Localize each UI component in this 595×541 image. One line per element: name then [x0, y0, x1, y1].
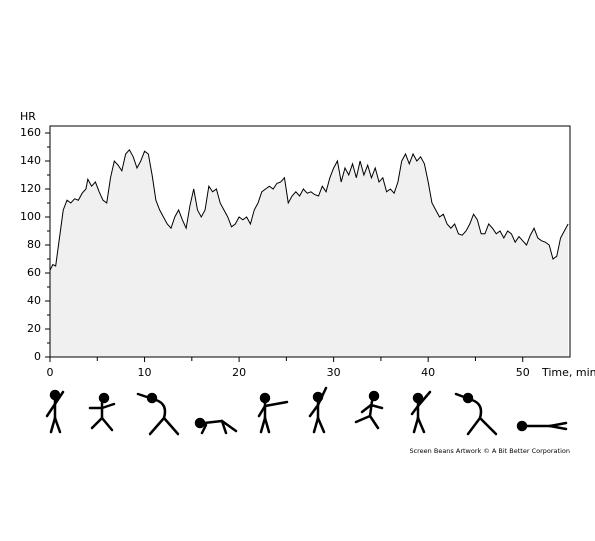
- y-tick-label: 60: [27, 266, 41, 279]
- y-tick-label: 20: [27, 322, 41, 335]
- x-axis-label: Time, min: [541, 366, 595, 379]
- y-tick-label: 40: [27, 294, 41, 307]
- hr-line: [49, 148, 569, 271]
- x-tick-label: 30: [327, 366, 341, 379]
- figure: [454, 392, 498, 436]
- figure: [308, 386, 328, 434]
- figure: [516, 420, 568, 432]
- figure: [257, 392, 289, 434]
- y-tick-label: 140: [20, 154, 41, 167]
- y-axis-label: HR: [20, 110, 36, 123]
- y-tick-label: 100: [20, 210, 41, 223]
- plot-frame: [49, 125, 571, 358]
- figure: [354, 390, 384, 430]
- credit: Screen Beans Artwork © A Bit Better Corp…: [409, 447, 570, 455]
- y-tick-label: 80: [27, 238, 41, 251]
- figure: [88, 392, 116, 432]
- y-tick-label: 0: [34, 350, 41, 363]
- y-tick-label: 120: [20, 182, 41, 195]
- x-tick-label: 0: [47, 366, 54, 379]
- x-tick-label: 50: [516, 366, 530, 379]
- figure: [194, 417, 238, 435]
- area-fill: [50, 149, 569, 357]
- figure: [136, 392, 180, 436]
- x-tick-label: 40: [421, 366, 435, 379]
- x-tick-label: 10: [138, 366, 152, 379]
- figure: [410, 390, 432, 434]
- figures: [45, 386, 568, 436]
- x-tick-label: 20: [232, 366, 246, 379]
- figure: [45, 389, 65, 434]
- y-tick-label: 160: [20, 126, 41, 139]
